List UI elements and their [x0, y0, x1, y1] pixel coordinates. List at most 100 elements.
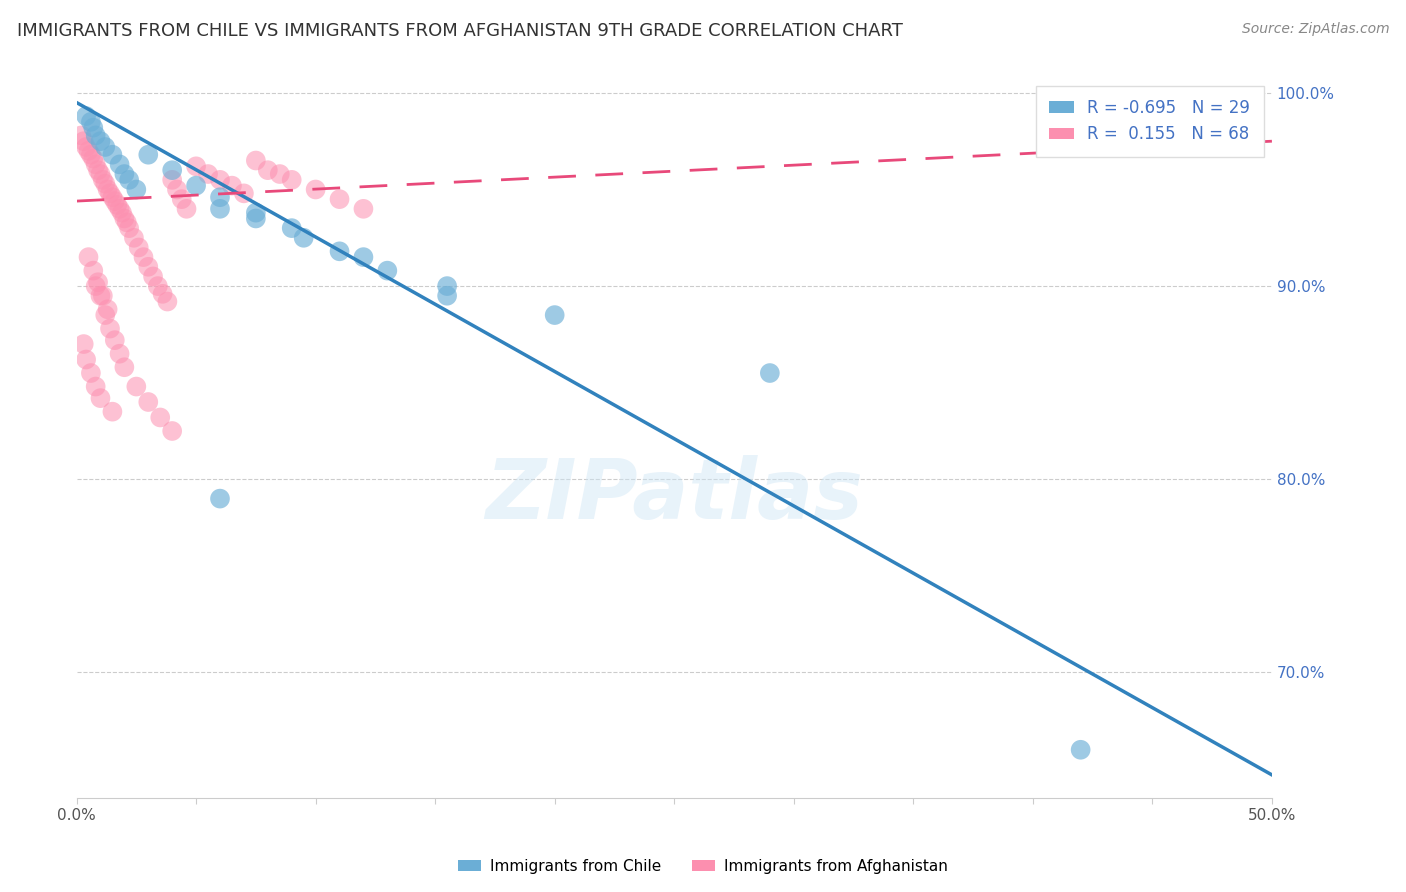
Point: [118, 173, 141, 187]
Point: [111, 205, 134, 219]
Point: [91, 173, 114, 187]
Point: [125, 379, 148, 393]
Point: [176, 202, 198, 216]
Point: [122, 231, 145, 245]
Point: [89, 289, 111, 303]
Point: [208, 202, 231, 216]
Point: [436, 279, 458, 293]
Point: [221, 178, 243, 193]
Point: [245, 205, 267, 219]
Point: [245, 211, 267, 226]
Point: [75, 109, 97, 123]
Text: IMMIGRANTS FROM CHILE VS IMMIGRANTS FROM AFGHANISTAN 9TH GRADE CORRELATION CHART: IMMIGRANTS FROM CHILE VS IMMIGRANTS FROM…: [17, 22, 903, 40]
Point: [89, 167, 111, 181]
Point: [208, 190, 231, 204]
Point: [84, 279, 107, 293]
Point: [84, 379, 107, 393]
Point: [166, 182, 188, 196]
Point: [280, 173, 302, 187]
Point: [77, 250, 100, 264]
Point: [170, 192, 193, 206]
Point: [136, 147, 159, 161]
Point: [101, 405, 124, 419]
Point: [544, 308, 567, 322]
Point: [156, 294, 179, 309]
Point: [280, 221, 302, 235]
Legend: R = -0.695   N = 29, R =  0.155   N = 68: R = -0.695 N = 29, R = 0.155 N = 68: [1036, 86, 1264, 157]
Point: [149, 410, 172, 425]
Point: [352, 250, 374, 264]
Point: [98, 321, 121, 335]
Point: [108, 347, 131, 361]
Point: [208, 491, 231, 506]
Point: [104, 333, 127, 347]
Point: [232, 186, 254, 201]
Point: [73, 134, 96, 148]
Point: [82, 120, 104, 135]
Point: [75, 140, 97, 154]
Point: [118, 221, 141, 235]
Point: [269, 167, 291, 181]
Point: [97, 182, 120, 196]
Point: [82, 263, 104, 277]
Point: [146, 279, 169, 293]
Point: [125, 182, 148, 196]
Point: [160, 163, 183, 178]
Point: [80, 115, 103, 129]
Point: [82, 152, 104, 166]
Point: [112, 360, 135, 375]
Point: [115, 215, 138, 229]
Point: [132, 250, 155, 264]
Point: [80, 366, 103, 380]
Point: [1070, 743, 1092, 757]
Point: [80, 147, 103, 161]
Point: [84, 128, 107, 143]
Point: [328, 244, 350, 259]
Point: [87, 163, 110, 178]
Point: [89, 391, 111, 405]
Point: [108, 202, 131, 216]
Point: [73, 337, 96, 351]
Point: [128, 240, 150, 254]
Point: [108, 157, 131, 171]
Point: [184, 178, 207, 193]
Point: [160, 424, 183, 438]
Point: [84, 157, 107, 171]
Point: [256, 163, 278, 178]
Point: [292, 231, 315, 245]
Point: [197, 167, 219, 181]
Point: [94, 308, 117, 322]
Point: [375, 263, 398, 277]
Text: ZIPatlas: ZIPatlas: [485, 455, 863, 536]
Point: [94, 140, 117, 154]
Point: [136, 260, 159, 274]
Point: [112, 167, 135, 181]
Point: [104, 194, 127, 208]
Point: [101, 147, 124, 161]
Point: [136, 395, 159, 409]
Point: [97, 302, 120, 317]
Point: [142, 269, 165, 284]
Point: [112, 211, 135, 226]
Point: [105, 198, 128, 212]
Point: [759, 366, 782, 380]
Point: [328, 192, 350, 206]
Point: [436, 289, 458, 303]
Point: [160, 173, 183, 187]
Text: Source: ZipAtlas.com: Source: ZipAtlas.com: [1241, 22, 1389, 37]
Legend: Immigrants from Chile, Immigrants from Afghanistan: Immigrants from Chile, Immigrants from A…: [451, 853, 955, 880]
Point: [94, 177, 117, 191]
Point: [245, 153, 267, 168]
Point: [89, 134, 111, 148]
Point: [70, 128, 93, 143]
Point: [208, 173, 231, 187]
Point: [101, 190, 124, 204]
Point: [75, 352, 97, 367]
Point: [304, 182, 326, 196]
Point: [352, 202, 374, 216]
Point: [152, 286, 174, 301]
Point: [98, 186, 121, 201]
Point: [77, 144, 100, 158]
Point: [87, 275, 110, 289]
Point: [184, 159, 207, 173]
